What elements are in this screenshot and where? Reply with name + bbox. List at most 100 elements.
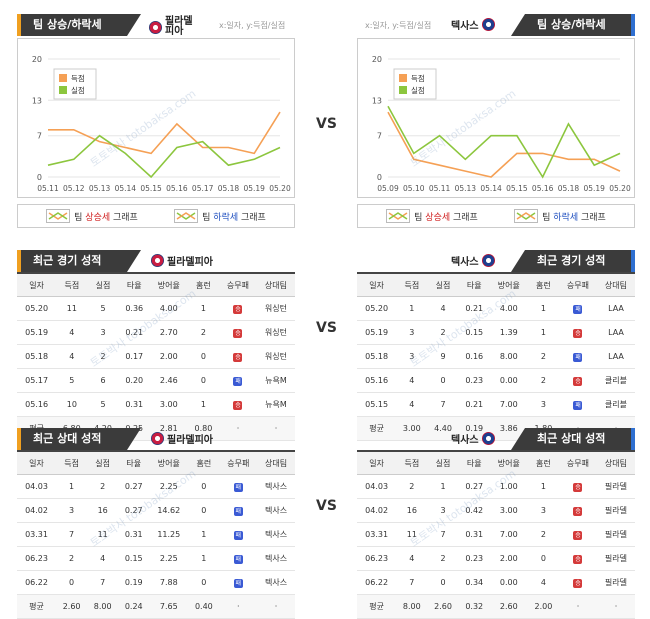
table-cell: 2 — [87, 474, 119, 499]
y-tick-label: 13 — [372, 96, 382, 105]
table-cell: 0 — [56, 570, 88, 595]
table-row: 05.18 4 2 0.17 2.00 0 승 워싱턴 — [17, 344, 295, 369]
table-cell: 패 — [219, 522, 258, 547]
table-cell: 04.02 — [17, 498, 57, 523]
table-cell: 0 — [188, 570, 220, 595]
table-cell: 승 — [559, 498, 597, 523]
table-cell: 3 — [87, 320, 119, 345]
up-trend-icon-right — [386, 209, 411, 223]
table-cell: 2 — [56, 546, 88, 571]
left-trend-chart-panel: 0 7 13 20 05.11 05.12 05.13 05.14 05.15 05.16 05.1… — [17, 38, 295, 198]
vs-label-3: VS — [316, 498, 337, 514]
x-tick-label: 05.10 — [403, 184, 425, 193]
table-cell: 1 — [427, 474, 459, 499]
left-trend-legend: 팀 상승세 그래프 팀 하락세 그래프 — [17, 204, 295, 228]
phillies-logo-icon — [151, 254, 164, 267]
column-header: 타율 — [118, 274, 150, 297]
average-row: 평균 8.00 2.60 0.32 2.60 2.00 · · — [357, 594, 635, 619]
table-cell: 3 — [396, 344, 428, 369]
win-badge: 승 — [573, 482, 583, 492]
column-header: 방어율 — [489, 452, 528, 475]
y-tick-label: 13 — [32, 96, 42, 105]
x-tick-label: 05.13 — [455, 184, 477, 193]
table-cell: 2 — [527, 522, 559, 547]
right-recent-section: 텍사스 최근 경기 성적 일자 득점 실점 타율 방어율 홈런 승무패 상대팀 05.20 1 4 0… — [357, 250, 635, 441]
table-cell: 16 — [87, 498, 119, 523]
column-header: 홈런 — [188, 452, 220, 475]
table-cell: 7.00 — [489, 392, 528, 417]
table-cell: 0.17 — [118, 344, 150, 369]
table-cell: · — [219, 594, 258, 619]
left-h2h-section: 최근 상대 성적 필라델피아 일자 득점 실점 타율 방어율 홈런 승무패 상대팀 04.03 1… — [17, 428, 295, 619]
table-cell: 0 — [188, 498, 220, 523]
left-team-name: 필라델피아 — [165, 16, 193, 37]
table-row: 04.02 3 16 0.27 14.62 0 패 텍사스 — [17, 498, 295, 523]
table-cell: 승 — [559, 546, 597, 571]
table-cell: 1.00 — [489, 474, 528, 499]
table-cell: 0.21 — [118, 320, 150, 345]
table-cell: 1 — [187, 392, 219, 417]
table-cell: 필라델 — [596, 498, 635, 523]
table-row: 05.16 4 0 0.23 0.00 2 승 클리블 — [357, 368, 635, 393]
table-row: 04.03 1 2 0.27 2.25 0 패 텍사스 — [17, 474, 295, 499]
right-trend-chart-panel: 0 7 13 20 05.09 05.10 05.11 05.13 05.14 05.15 05.1… — [357, 38, 635, 198]
series-line — [387, 105, 621, 179]
table-cell: · — [256, 416, 295, 441]
x-tick-label: 05.11 — [429, 184, 451, 193]
table-cell: 2.25 — [149, 546, 189, 571]
table-row: 05.19 4 3 0.21 2.70 2 승 워싱턴 — [17, 320, 295, 345]
table-cell: 7 — [87, 570, 119, 595]
table-cell: LAA — [596, 320, 635, 345]
table-cell: 9 — [427, 344, 459, 369]
loss-badge: 패 — [233, 578, 243, 588]
table-cell: 4.00 — [489, 296, 528, 321]
table-cell: 2 — [396, 474, 428, 499]
x-tick-label: 05.18 — [218, 184, 240, 193]
table-cell: 4 — [87, 546, 119, 571]
table-cell: 0 — [427, 368, 459, 393]
loss-badge: 패 — [233, 482, 243, 492]
column-header: 타율 — [458, 452, 490, 475]
legend-swatch — [399, 74, 407, 82]
column-header: 상대팀 — [256, 274, 295, 297]
column-header: 실점 — [427, 452, 459, 475]
table-cell: 워싱턴 — [256, 344, 295, 369]
column-header: 홈런 — [527, 452, 559, 475]
table-cell: 0.00 — [489, 368, 528, 393]
table-cell: 14.62 — [149, 498, 189, 523]
left-recent-table: 일자 득점 실점 타율 방어율 홈런 승무패 상대팀 05.20 11 5 0.36 4.00 1 승 워싱턴… — [17, 274, 295, 441]
loss-badge: 패 — [233, 554, 243, 564]
h2h-title-right: 최근 상대 성적 — [511, 428, 635, 450]
column-header: 상대팀 — [596, 452, 635, 475]
table-cell: 2 — [427, 546, 459, 571]
table-cell: 0.23 — [458, 368, 490, 393]
right-team-label-2: 텍사스 — [451, 253, 495, 268]
table-cell: 2.25 — [149, 474, 189, 499]
table-cell: 1 — [187, 296, 219, 321]
table-cell: 평균 — [357, 416, 397, 441]
table-row: 05.20 11 5 0.36 4.00 1 승 워싱턴 — [17, 296, 295, 321]
table-cell: 5 — [87, 296, 119, 321]
table-cell: 1 — [188, 546, 220, 571]
table-cell: 0 — [187, 344, 219, 369]
legend-label: 실점 — [411, 85, 425, 95]
table-cell: · — [257, 594, 295, 619]
table-cell: 2.00 — [527, 594, 559, 619]
table-cell: 04.02 — [357, 498, 397, 523]
win-badge: 승 — [573, 554, 583, 564]
column-header: 실점 — [87, 274, 119, 297]
up-trend-legend: 팀 상승세 그래프 — [46, 209, 138, 223]
column-header: 득점 — [56, 274, 88, 297]
table-cell: 패 — [219, 498, 258, 523]
table-row: 06.23 2 4 0.15 2.25 1 패 텍사스 — [17, 546, 295, 571]
x-tick-label: 05.13 — [89, 184, 111, 193]
table-cell: 2 — [527, 344, 559, 369]
rangers-logo-icon — [481, 432, 495, 445]
column-header: 방어율 — [149, 274, 188, 297]
series-line — [47, 134, 281, 179]
table-cell: 워싱턴 — [256, 296, 295, 321]
table-cell: 평균 — [357, 594, 397, 619]
table-cell: 0.23 — [458, 546, 490, 571]
down-trend-icon-right — [514, 209, 539, 223]
x-tick-label: 05.16 — [166, 184, 188, 193]
